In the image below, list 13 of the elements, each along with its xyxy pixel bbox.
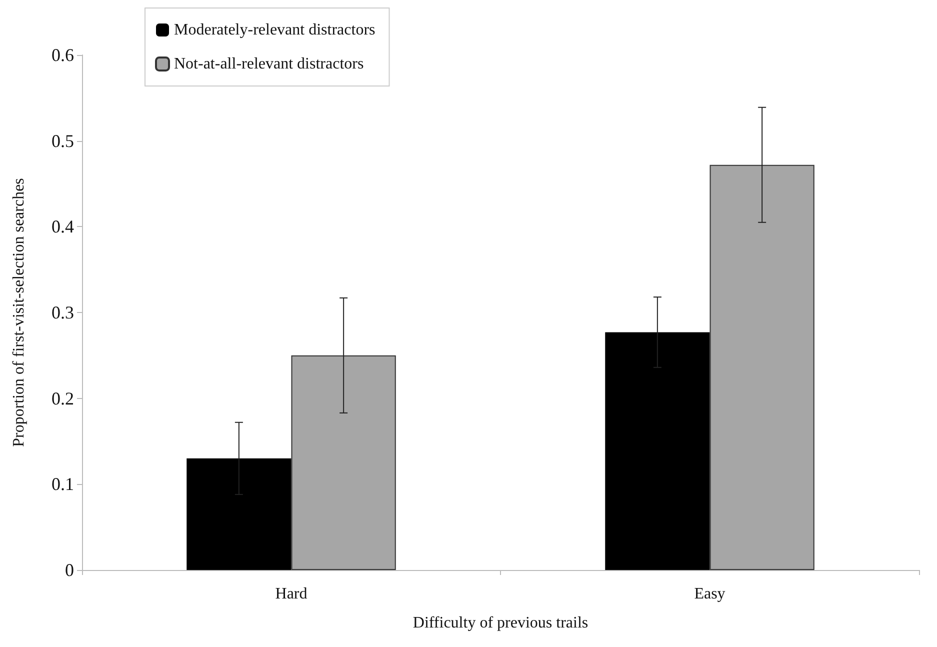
y-tick-label: 0.5 [52, 130, 74, 151]
y-tick-label: 0 [65, 560, 74, 580]
x-axis-title: Difficulty of previous trails [412, 614, 588, 632]
legend-label: Moderately-relevant distractors [174, 22, 376, 38]
y-tick-label: 0.3 [52, 302, 74, 322]
legend-label: Not-at-all-relevant distractors [174, 56, 364, 72]
y-tick-label: 0.1 [52, 474, 74, 494]
y-tick-label: 0.2 [52, 388, 74, 408]
y-tick-label: 0.4 [52, 216, 74, 237]
y-tick-label: 0.6 [52, 45, 74, 65]
y-axis-title: Proportion of first-visit-selection searches [10, 178, 28, 447]
x-tick-label: Hard [275, 586, 308, 602]
x-tick-label: Easy [694, 586, 726, 602]
